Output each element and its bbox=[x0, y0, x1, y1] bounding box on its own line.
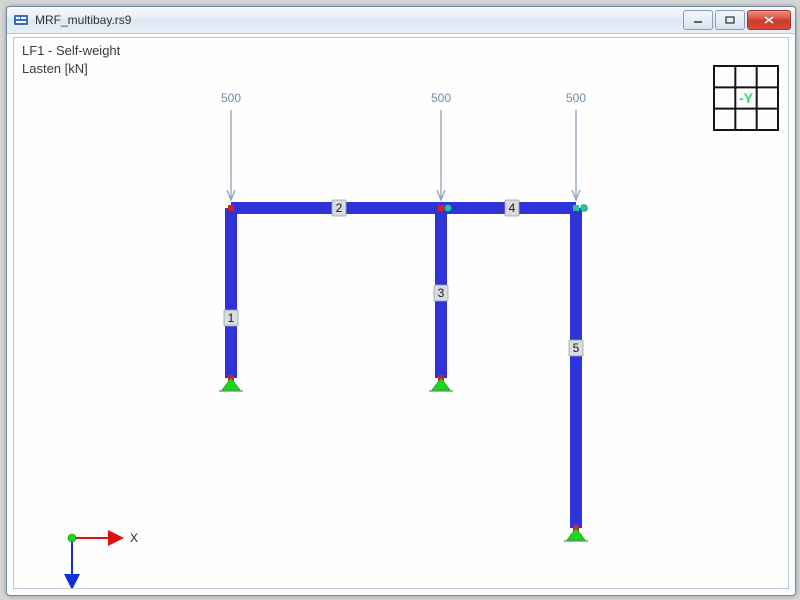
window-title: MRF_multibay.rs9 bbox=[35, 13, 683, 27]
node-markers bbox=[228, 205, 579, 531]
app-icon bbox=[13, 12, 29, 28]
navcube-label: -Y bbox=[739, 90, 754, 106]
support-pin bbox=[567, 528, 585, 540]
support-pin bbox=[432, 378, 450, 390]
detail-node-marker bbox=[581, 205, 588, 212]
member-label-text: 5 bbox=[573, 341, 580, 355]
member-labels: 1 2 3 4 5 bbox=[224, 200, 583, 356]
load-value: 500 bbox=[566, 91, 586, 105]
member-5[interactable] bbox=[570, 208, 582, 528]
model-viewport[interactable]: LF1 - Self-weight Lasten [kN] 500500500 … bbox=[13, 37, 789, 589]
node-marker bbox=[573, 205, 579, 211]
member-label-text: 4 bbox=[509, 201, 516, 215]
member-1[interactable] bbox=[225, 208, 237, 378]
member-label-text: 2 bbox=[336, 201, 343, 215]
load-arrows: 500 500 500 bbox=[221, 91, 586, 200]
minimize-button[interactable] bbox=[683, 10, 713, 30]
member-label-text: 3 bbox=[438, 286, 445, 300]
titlebar[interactable]: MRF_multibay.rs9 bbox=[7, 7, 795, 34]
app-window: MRF_multibay.rs9 LF1 - Self-weight Laste… bbox=[6, 6, 796, 596]
x-axis-label: X bbox=[130, 531, 138, 545]
load-value: 500 bbox=[221, 91, 241, 105]
node-marker bbox=[228, 205, 234, 211]
support-pin bbox=[222, 378, 240, 390]
close-button[interactable] bbox=[747, 10, 791, 30]
viewport-svg: 500 500 500 1 2 3 4 5 XZ -Y bbox=[14, 38, 788, 588]
navigation-cube[interactable]: -Y bbox=[714, 66, 778, 130]
supports bbox=[219, 378, 588, 541]
window-controls bbox=[683, 10, 791, 30]
detail-node-marker bbox=[445, 205, 452, 212]
load-value: 500 bbox=[431, 91, 451, 105]
coordinate-axes: XZ bbox=[68, 531, 138, 588]
node-marker bbox=[438, 205, 444, 211]
axis-origin-dot bbox=[68, 534, 76, 542]
member-label-text: 1 bbox=[228, 311, 235, 325]
members bbox=[225, 202, 582, 528]
maximize-button[interactable] bbox=[715, 10, 745, 30]
